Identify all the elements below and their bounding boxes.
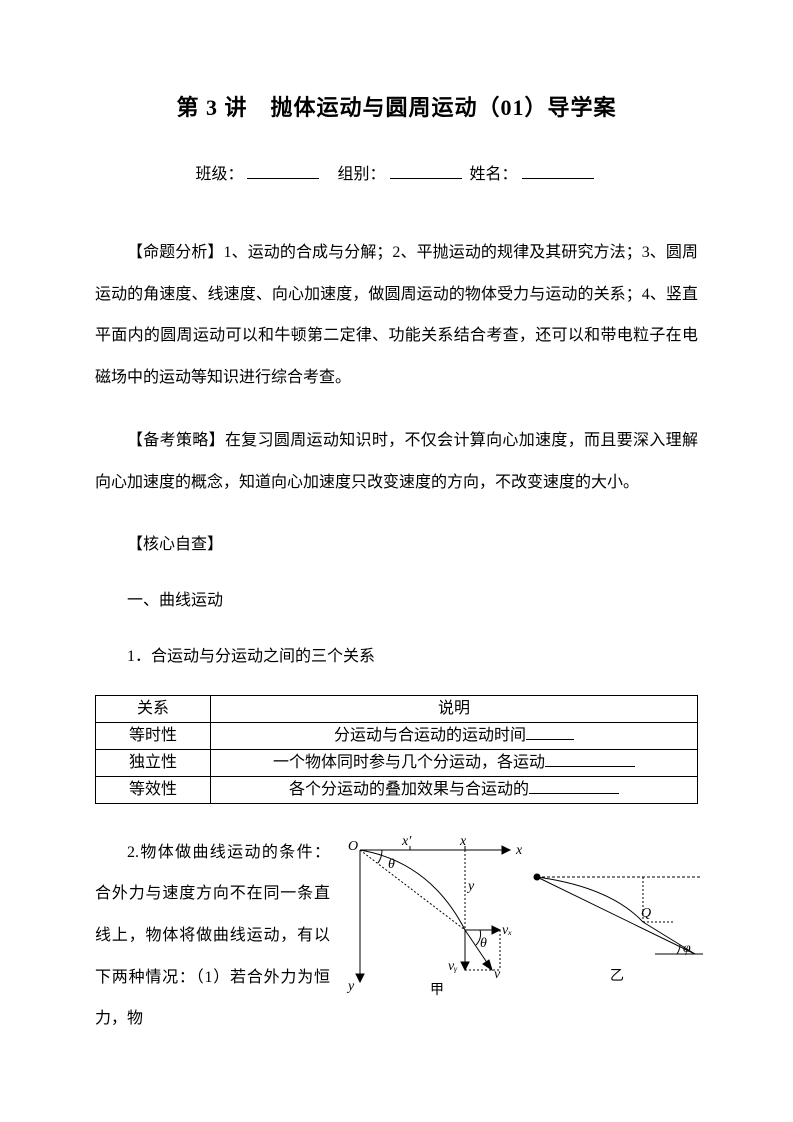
th-desc: 说明 [211, 695, 698, 722]
label-xprime: x′ [401, 834, 412, 849]
table-row: 等效性 各个分运动的叠加效果与合运动的 [96, 776, 698, 803]
table-row: 关系 说明 [96, 695, 698, 722]
label-vx: vₓ [502, 923, 512, 938]
sub-heading-1: 一、曲线运动 [95, 582, 698, 620]
group-label: 组别： [337, 166, 385, 183]
table-blank[interactable] [545, 752, 635, 767]
label-x-tick: x [459, 834, 467, 849]
analysis-head: 【命题分析】 [127, 244, 224, 261]
analysis-body: 1、运动的合成与分解；2、平抛运动的规律及其研究方法；3、圆周运动的角速度、线速… [95, 244, 698, 386]
cell: 等时性 [96, 722, 211, 749]
cell: 一个物体同时参与几个分运动，各运动 [211, 749, 698, 776]
label-y-axis: y [346, 979, 355, 994]
label-O: O [348, 839, 358, 854]
diagram-yi-label: 乙 [610, 968, 624, 984]
condition-paragraph: 2.物体做曲线运动的条件：合外力与速度方向不在同一条直线上，物体将做曲线运动，有… [95, 832, 330, 1040]
analysis-paragraph: 【命题分析】1、运动的合成与分解；2、平抛运动的规律及其研究方法；3、圆周运动的… [95, 232, 698, 398]
label-Q: Q [641, 906, 651, 921]
diagrams-area: O x′ x x θ y θ vₓ vᵧ v y 甲 [330, 832, 698, 1012]
table-blank[interactable] [529, 779, 619, 794]
cell-text: 分运动与合运动的运动时间 [334, 727, 526, 744]
label-phi: φ [683, 941, 691, 956]
sub-heading-2: 1．合运动与分运动之间的三个关系 [95, 638, 698, 676]
text-with-diagrams: 2.物体做曲线运动的条件：合外力与速度方向不在同一条直线上，物体将做曲线运动，有… [95, 832, 698, 1040]
cell: 独立性 [96, 749, 211, 776]
page-title: 第 3 讲 抛体运动与圆周运动（01）导学案 [95, 90, 698, 122]
student-info-row: 班级： 组别： 姓名： [95, 160, 698, 184]
name-label: 姓名： [470, 166, 518, 183]
cell: 等效性 [96, 776, 211, 803]
condition-text: 2.物体做曲线运动的条件：合外力与速度方向不在同一条直线上，物体将做曲线运动，有… [95, 832, 330, 1040]
table-row: 独立性 一个物体同时参与几个分运动，各运动 [96, 749, 698, 776]
cell: 各个分运动的叠加效果与合运动的 [211, 776, 698, 803]
table-blank[interactable] [526, 725, 574, 740]
cell-text: 各个分运动的叠加效果与合运动的 [289, 781, 529, 798]
diagram-jia: O x′ x x θ y θ vₓ vᵧ v y 甲 [340, 832, 530, 997]
group-blank[interactable] [390, 163, 462, 179]
label-x-axis: x [515, 843, 523, 858]
class-label: 班级： [195, 166, 243, 183]
cell: 分运动与合运动的运动时间 [211, 722, 698, 749]
th-relation: 关系 [96, 695, 211, 722]
strategy-head: 【备考策略】 [127, 432, 225, 449]
label-v: v [494, 967, 501, 982]
cell-text: 一个物体同时参与几个分运动，各运动 [273, 754, 545, 771]
relation-table: 关系 说明 等时性 分运动与合运动的运动时间 独立性 一个物体同时参与几个分运动… [95, 695, 698, 804]
label-y-mid: y [466, 879, 475, 894]
label-theta: θ [388, 857, 395, 872]
table-row: 等时性 分运动与合运动的运动时间 [96, 722, 698, 749]
name-blank[interactable] [522, 163, 594, 179]
diagram-jia-label: 甲 [430, 983, 444, 997]
diagram-yi: Q φ 乙 [525, 862, 710, 992]
strategy-paragraph: 【备考策略】在复习圆周运动知识时，不仅会计算向心加速度，而且要深入理解向心加速度… [95, 420, 698, 503]
label-theta2: θ [480, 936, 487, 951]
label-vy: vᵧ [448, 959, 458, 974]
self-check-head: 【核心自查】 [95, 526, 698, 564]
class-blank[interactable] [247, 163, 319, 179]
